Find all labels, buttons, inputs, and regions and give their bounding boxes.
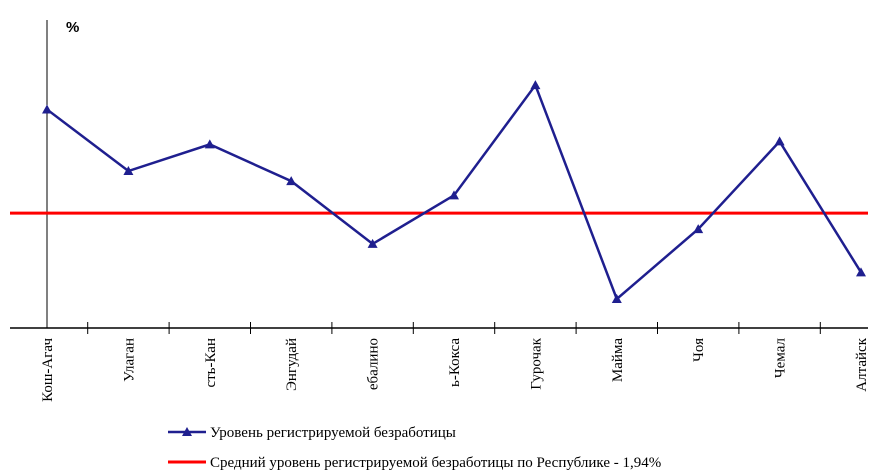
x-tick-label: Чемал (773, 337, 789, 378)
point-marker (367, 238, 378, 248)
y-axis-label: % (66, 19, 79, 36)
x-tick-label: сть-Кан (203, 338, 219, 388)
point-marker (693, 224, 704, 234)
x-tick-label: Гурочак (528, 337, 544, 389)
x-tick-label: Энгудай (284, 338, 300, 391)
point-marker (774, 136, 785, 146)
point-marker (856, 267, 866, 277)
x-tick-label: Улаган (121, 338, 137, 382)
point-marker (449, 190, 459, 200)
legend-label: Средний уровень регистрируемой безработи… (210, 455, 661, 471)
point-marker (530, 80, 541, 90)
point-marker (611, 293, 622, 303)
legend-label: Уровень регистрируемой безработицы (210, 425, 456, 441)
point-marker (123, 166, 134, 176)
x-tick-label: Чоя (691, 338, 707, 362)
x-tick-label: ебалино (366, 338, 382, 390)
x-tick-label: Майма (610, 338, 626, 382)
x-tick-label: Кош-Агач (40, 338, 56, 402)
x-tick-label: Алтайск (854, 337, 870, 391)
point-marker (286, 176, 297, 186)
x-tick-label: ь-Кокса (447, 338, 463, 387)
legend-marker (182, 427, 192, 436)
point-marker (204, 139, 215, 149)
point-marker (42, 104, 52, 114)
